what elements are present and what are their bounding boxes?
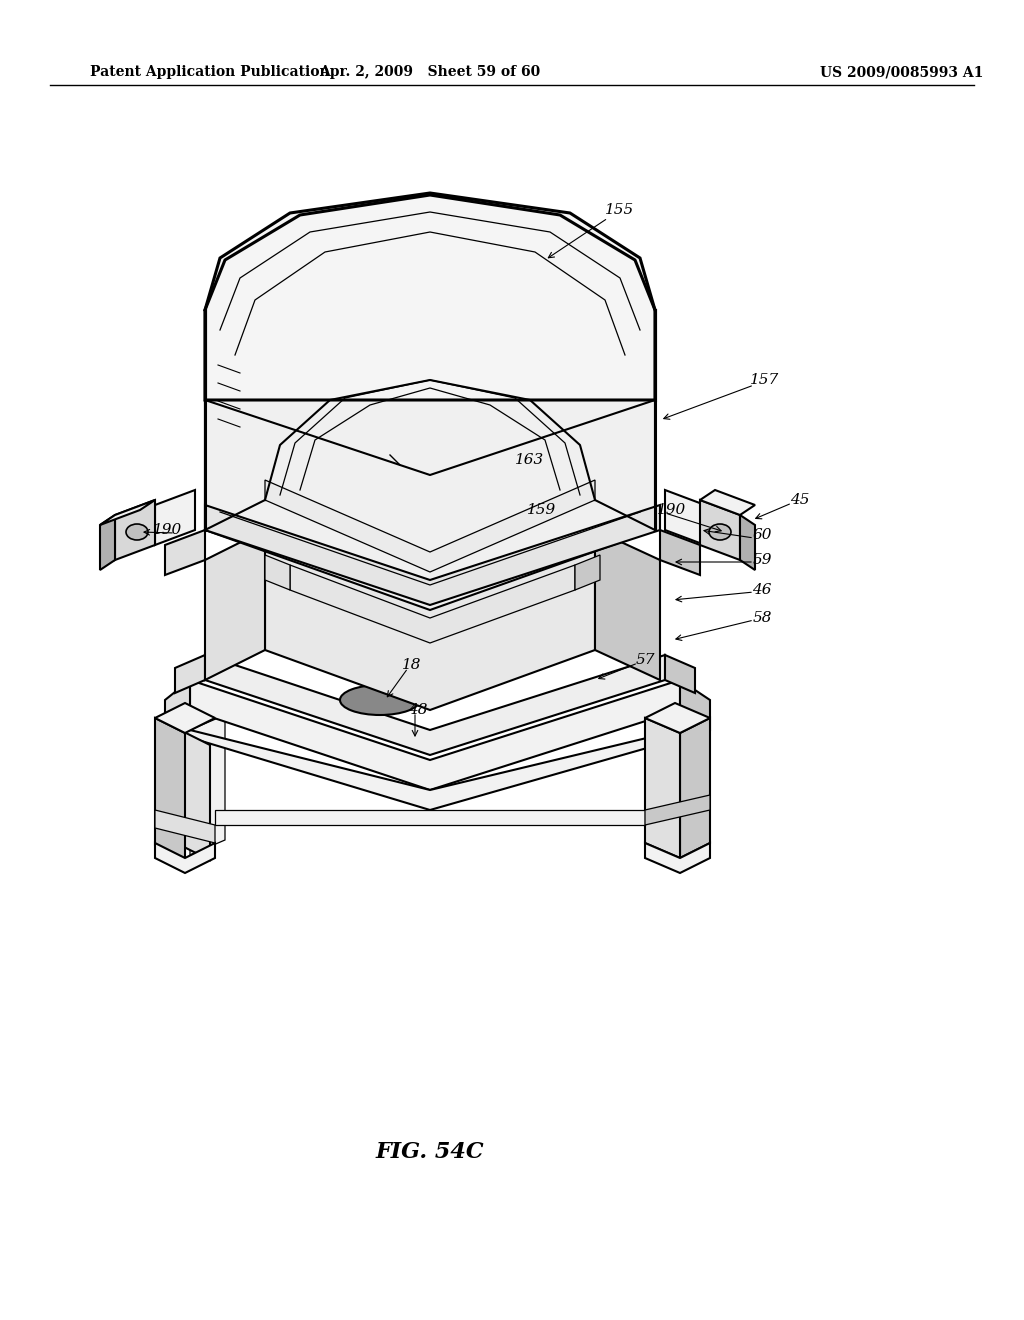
Polygon shape <box>680 718 710 858</box>
Ellipse shape <box>340 685 420 715</box>
Polygon shape <box>645 843 710 873</box>
Polygon shape <box>190 680 680 789</box>
Polygon shape <box>205 655 665 755</box>
Polygon shape <box>595 280 655 531</box>
Text: 157: 157 <box>751 374 779 387</box>
Text: 48: 48 <box>409 704 428 717</box>
Text: 18: 18 <box>402 657 422 672</box>
Polygon shape <box>660 531 700 576</box>
Polygon shape <box>205 280 655 389</box>
Polygon shape <box>265 531 595 710</box>
Polygon shape <box>180 730 210 861</box>
Text: 58: 58 <box>753 611 772 624</box>
Text: 46: 46 <box>753 583 772 597</box>
Polygon shape <box>165 680 190 730</box>
Ellipse shape <box>423 540 441 546</box>
Polygon shape <box>205 506 660 605</box>
Text: 159: 159 <box>527 503 557 517</box>
Text: 163: 163 <box>515 453 545 467</box>
Polygon shape <box>165 730 710 810</box>
Polygon shape <box>645 704 680 843</box>
Text: 60: 60 <box>753 528 772 543</box>
Polygon shape <box>700 500 740 560</box>
Polygon shape <box>155 718 185 861</box>
Polygon shape <box>575 554 600 590</box>
Polygon shape <box>155 843 215 873</box>
Text: 57: 57 <box>635 653 654 667</box>
Text: Apr. 2, 2009   Sheet 59 of 60: Apr. 2, 2009 Sheet 59 of 60 <box>319 65 541 79</box>
Polygon shape <box>100 515 115 570</box>
Polygon shape <box>115 500 155 560</box>
Polygon shape <box>190 715 225 855</box>
Text: FIG. 54C: FIG. 54C <box>376 1140 484 1163</box>
Polygon shape <box>155 490 195 545</box>
Polygon shape <box>100 500 155 525</box>
Polygon shape <box>665 490 705 545</box>
Text: 190: 190 <box>657 503 687 517</box>
Polygon shape <box>645 795 710 825</box>
Polygon shape <box>155 810 215 843</box>
Polygon shape <box>215 810 645 825</box>
Text: 155: 155 <box>605 203 635 216</box>
Polygon shape <box>265 480 595 572</box>
Polygon shape <box>165 531 205 576</box>
Polygon shape <box>290 565 575 643</box>
Polygon shape <box>205 193 655 400</box>
Polygon shape <box>595 531 660 680</box>
Text: 190: 190 <box>154 523 182 537</box>
Polygon shape <box>740 515 755 570</box>
Text: 45: 45 <box>791 492 810 507</box>
Polygon shape <box>645 718 680 858</box>
Polygon shape <box>155 704 215 733</box>
Polygon shape <box>665 655 695 693</box>
Polygon shape <box>265 554 290 590</box>
Polygon shape <box>175 655 205 693</box>
Polygon shape <box>205 531 265 680</box>
Ellipse shape <box>709 524 731 540</box>
Text: 59: 59 <box>753 553 772 568</box>
Polygon shape <box>205 310 655 610</box>
Polygon shape <box>205 280 265 531</box>
Text: US 2009/0085993 A1: US 2009/0085993 A1 <box>820 65 983 79</box>
Polygon shape <box>680 680 710 730</box>
Ellipse shape <box>126 524 148 540</box>
Polygon shape <box>645 704 710 733</box>
Text: Patent Application Publication: Patent Application Publication <box>90 65 330 79</box>
Polygon shape <box>700 490 755 515</box>
